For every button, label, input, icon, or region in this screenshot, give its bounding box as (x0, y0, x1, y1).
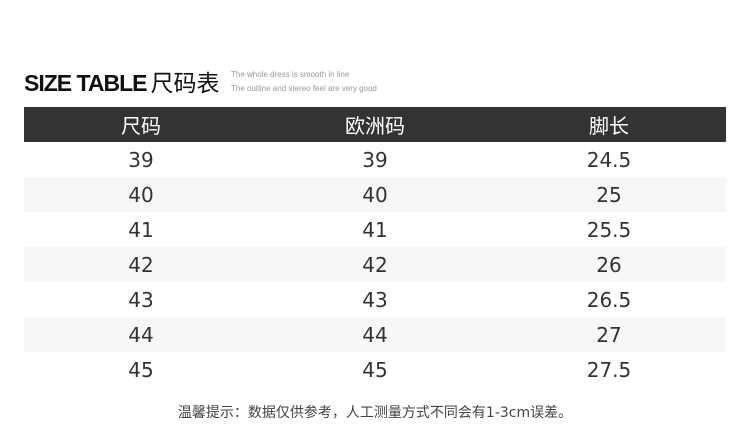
header-eu-size: 欧洲码 (345, 114, 405, 138)
table-cell: 44 (362, 322, 388, 347)
table-row: 40 40 25 (24, 177, 726, 212)
table-row: 45 45 27.5 (24, 352, 726, 387)
table-cell: 26.5 (586, 287, 632, 312)
table-cell: 42 (128, 252, 154, 277)
subtitle-1: The whole dress is smooth in line (231, 70, 350, 79)
table-cell: 39 (128, 147, 154, 172)
size-table: 尺码 欧洲码 脚长 39 39 24.5 40 40 25 41 41 25.5 42 42 26 43… (24, 107, 726, 387)
table-cell: 25 (596, 182, 622, 207)
table-cell: 27.5 (586, 357, 632, 382)
table-cell: 27 (596, 322, 622, 347)
table-cell: 24.5 (586, 147, 632, 172)
table-cell: 45 (128, 357, 154, 382)
table-row: 42 42 26 (24, 247, 726, 282)
table-cell: 43 (362, 287, 388, 312)
table-cell: 45 (362, 357, 388, 382)
table-cell: 39 (362, 147, 388, 172)
page-title: SIZE TABLE 尺码表 (24, 64, 219, 98)
table-row: 39 39 24.5 (24, 142, 726, 177)
table-cell: 43 (128, 287, 154, 312)
table-row: 41 41 25.5 (24, 212, 726, 247)
table-cell: 40 (362, 182, 388, 207)
table-cell: 42 (362, 252, 388, 277)
header-foot-length: 脚长 (589, 114, 629, 138)
table-header: 尺码 欧洲码 脚长 (24, 107, 726, 142)
table-row: 43 43 26.5 (24, 282, 726, 317)
title-cn: 尺码表 (150, 71, 220, 97)
table-cell: 25.5 (586, 217, 632, 242)
table-cell: 41 (362, 217, 388, 242)
header-size: 尺码 (121, 114, 161, 138)
table-row: 44 44 27 (24, 317, 726, 352)
title-en: SIZE TABLE (24, 70, 147, 96)
table-cell: 41 (128, 217, 154, 242)
note-text: 温馨提示：数据仅供参考，人工测量方式不同会有1-3cm误差。 (177, 405, 573, 421)
subtitle-2: The outline and stereo feel are very goo… (231, 84, 377, 93)
table-cell: 44 (128, 322, 154, 347)
table-cell: 40 (128, 182, 154, 207)
table-cell: 26 (596, 252, 622, 277)
